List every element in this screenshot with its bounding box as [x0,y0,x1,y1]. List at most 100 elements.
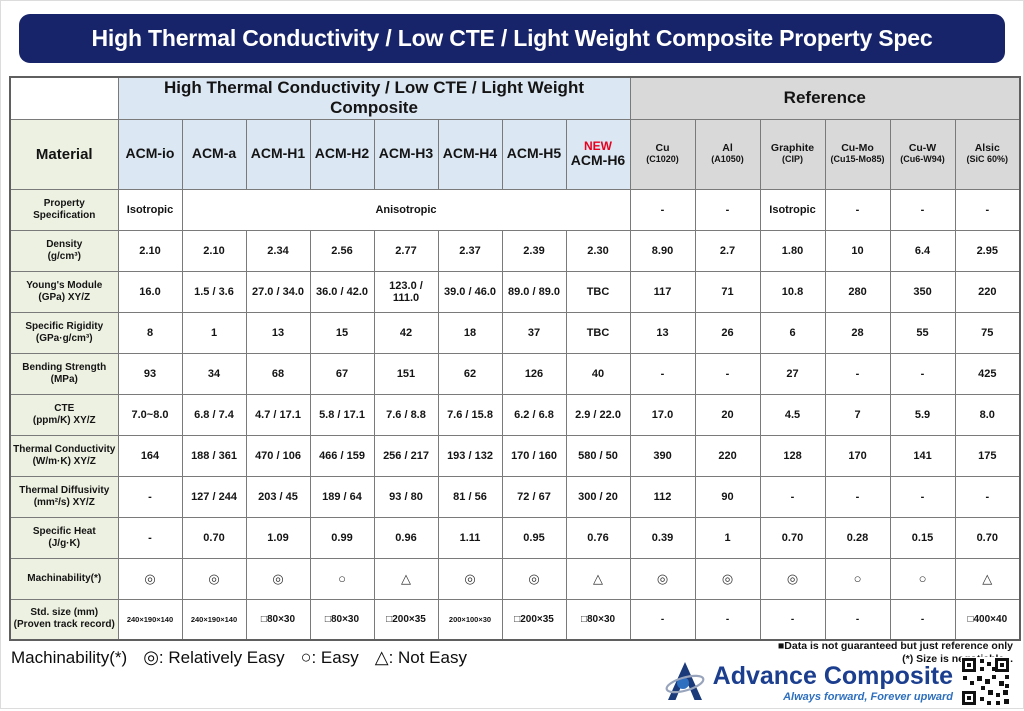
table-cell: 2.10 [181,229,247,272]
column-header-acm-h6: NEW ACM-H6 [565,118,631,190]
table-cell: 175 [954,434,1021,477]
material-name: ACM-H3 [378,145,434,162]
property-table: High Thermal Conductivity / Low CTE / Li… [9,76,1022,641]
table-cell: 0.28 [824,516,891,559]
relatively-easy-icon: ◎ [143,647,159,667]
table-cell: 0.96 [373,516,439,559]
table-cell: ◎ [629,557,696,600]
table-cell: △ [954,557,1021,600]
row-label: Specific Heat (J/g·K) [9,516,119,559]
table-cell: 2.39 [501,229,567,272]
table-cell: 36.0 / 42.0 [309,270,375,313]
material-name: ACM-H2 [314,145,370,162]
table-cell: 1 [694,516,761,559]
table-row: Machinability(*) ◎ ◎ ◎ ○ △ ◎ ◎ △ ◎ ◎ ◎ ○ ○ △ [9,557,1021,600]
table-cell: 10.8 [759,270,826,313]
table-cell: 8.90 [629,229,696,272]
material-name: Al [722,141,733,154]
disclaimer-line1: ■Data is not guaranteed but just referen… [777,640,1013,652]
row-label: Young's Module (GPa) XY/Z [9,270,119,313]
material-name: ACM-H4 [442,145,498,162]
table-cell: 71 [694,270,761,313]
material-name: ACM-io [125,145,175,162]
table-cell: ◎ [117,557,183,600]
logo-a-mark-icon [663,660,707,707]
page-title: High Thermal Conductivity / Low CTE / Li… [19,14,1005,63]
column-header-acm-h4: ACM-H4 [437,118,503,190]
table-cell: 220 [694,434,761,477]
table-cell: 13 [629,311,696,354]
column-header-acm-io: ACM-io [117,118,183,190]
material-name: ACM-H1 [250,145,306,162]
column-header-acm-h5: ACM-H5 [501,118,567,190]
table-cell: 34 [181,352,247,395]
table-cell: 164 [117,434,183,477]
table-cell: 75 [954,311,1021,354]
column-header-acm-h3: ACM-H3 [373,118,439,190]
table-cell: ◎ [245,557,311,600]
table-cell: 2.10 [117,229,183,272]
material-header: Material [9,118,119,190]
table-cell: 203 / 45 [245,475,311,518]
table-cell: - [889,475,956,518]
material-name: Alsic [974,141,1000,154]
table-row: CTE (ppm/K) XY/Z 7.0~8.0 6.8 / 7.4 4.7 / 17… [9,393,1021,436]
table-cell: 580 / 50 [565,434,631,477]
table-row: Property Specification Isotropic Anisotrop… [9,188,1021,231]
table-cell: 15 [309,311,375,354]
table-cell: 6 [759,311,826,354]
table-cell: 27.0 / 34.0 [245,270,311,313]
table-cell: 1.11 [437,516,503,559]
table-cell: 123.0 / 111.0 [373,270,439,313]
table-cell: 42 [373,311,439,354]
material-name: Cu [655,141,670,154]
table-cell: - [629,352,696,395]
table-cell: 0.70 [759,516,826,559]
table-row: Thermal Diffusivity (mm²/s) XY/Z -127 / 2… [9,475,1021,518]
table-cell: 112 [629,475,696,518]
table-cell: 1 [181,311,247,354]
table-cell: 6.8 / 7.4 [181,393,247,436]
table-cell: 200×100×30 [437,598,503,641]
table-cell: 117 [629,270,696,313]
row-label: Property Specification [9,188,119,231]
table-row: Specific Heat (J/g·K) -0.70 1.09 0.99 0.96 1.… [9,516,1021,559]
material-header-row: Material ACM-io ACM-a ACM-H1 ACM-H2 ACM-H3 ACM… [9,118,1021,190]
table-cell: ◎ [181,557,247,600]
column-header-graphite: Graphite (CIP) [759,118,826,190]
table-cell: 8 [117,311,183,354]
table-cell: ◎ [759,557,826,600]
table-cell: △ [373,557,439,600]
table-cell: 81 / 56 [437,475,503,518]
table-cell: 170 [824,434,891,477]
material-subname: (CIP) [782,154,804,165]
table-cell: 10 [824,229,891,272]
table-cell: 67 [309,352,375,395]
qr-code-icon [961,657,1010,711]
table-cell: ◎ [694,557,761,600]
table-cell: TBC [565,270,631,313]
row-label: Machinability(*) [9,557,119,600]
table-cell: 2.9 / 22.0 [565,393,631,436]
column-header-acm-h1: ACM-H1 [245,118,311,190]
table-cell: ◎ [437,557,503,600]
material-name: Cu-W [908,141,937,154]
row-label: Density (g/cm³) [9,229,119,272]
row-label: Bending Strength (MPa) [9,352,119,395]
table-cell: 2.30 [565,229,631,272]
material-subname: (Cu15-Mo85) [830,154,885,165]
table-cell: 220 [954,270,1021,313]
row-label: CTE (ppm/K) XY/Z [9,393,119,436]
group-header-acm: High Thermal Conductivity / Low CTE / Li… [117,76,631,120]
table-cell: 2.37 [437,229,503,272]
table-cell: - [694,352,761,395]
table-row: Bending Strength (MPa) 93 34 68 67 151 62 126 40… [9,352,1021,395]
table-cell: - [889,188,956,231]
table-cell: - [759,598,826,641]
table-cell: - [889,352,956,395]
table-cell: 7.6 / 15.8 [437,393,503,436]
legend-label: : Not Easy [388,648,467,667]
legend-label: : Relatively Easy [158,648,285,667]
table-cell: 7.6 / 8.8 [373,393,439,436]
new-badge: NEW [584,138,612,153]
